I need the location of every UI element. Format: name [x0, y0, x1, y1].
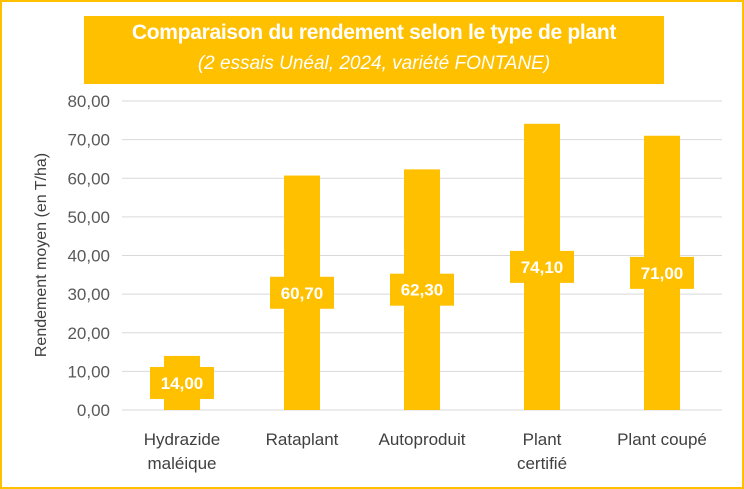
x-category-label: Rataplant: [266, 430, 339, 449]
y-tick-label: 80,00: [67, 92, 110, 111]
data-label: 71,00: [641, 264, 684, 283]
data-labels: 14,00 60,70 62,30 74,10 71,00: [150, 250, 694, 399]
bars: [164, 123, 680, 410]
data-label: 74,10: [521, 258, 564, 277]
y-tick-label: 30,00: [67, 285, 110, 304]
x-category-label: Hydrazide: [144, 430, 221, 449]
data-label-box: [270, 276, 334, 309]
chart-title: Comparaison du rendement selon le type d…: [131, 21, 617, 44]
y-axis-ticks: 0,00 10,00 20,00 30,00 40,00 50,00 60,00 70,00 8…: [67, 92, 110, 420]
x-axis-categories: Hydrazide maléique Rataplant Autoproduit Pla…: [144, 430, 707, 473]
y-tick-label: 50,00: [67, 208, 110, 227]
data-label-box: [390, 273, 454, 306]
title-banner: Comparaison du rendement selon le type d…: [84, 16, 664, 84]
y-tick-label: 40,00: [67, 247, 110, 266]
x-category-label: maléique: [148, 454, 217, 473]
data-label: 62,30: [401, 281, 444, 300]
data-label-box: [510, 250, 574, 283]
x-category-label: Plant: [523, 430, 562, 449]
x-category-label: Plant coupé: [617, 430, 707, 449]
y-tick-label: 60,00: [67, 169, 110, 188]
data-label-box: [630, 256, 694, 289]
x-category-label: Autoproduit: [379, 430, 466, 449]
y-axis-label: Rendement moyen (en T/ha): [33, 153, 50, 357]
y-tick-label: 70,00: [67, 131, 110, 150]
y-tick-label: 10,00: [67, 362, 110, 381]
data-label-box: [150, 366, 214, 399]
x-category-label: certifié: [517, 454, 567, 473]
chart-subtitle: (2 essais Unéal, 2024, variété FONTANE): [197, 53, 551, 74]
data-label: 14,00: [161, 374, 204, 393]
y-tick-label: 0,00: [77, 401, 110, 420]
data-label: 60,70: [281, 284, 324, 303]
y-tick-label: 20,00: [67, 324, 110, 343]
